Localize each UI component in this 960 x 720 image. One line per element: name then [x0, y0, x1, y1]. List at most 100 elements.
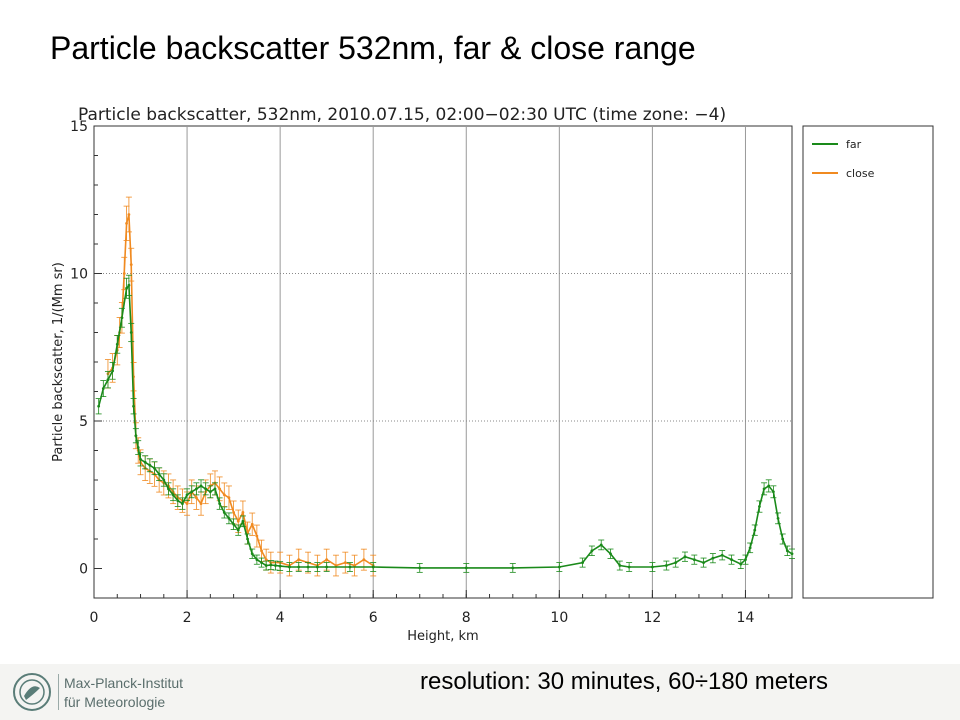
series-close — [104, 196, 377, 577]
data-point — [692, 558, 696, 562]
y-axis: 0 5 10 15 — [70, 119, 102, 599]
data-point — [274, 564, 277, 567]
data-point — [651, 565, 654, 569]
data-point — [255, 558, 259, 562]
institute-name: Max-Planck-Institut für Meteorologie — [64, 674, 183, 712]
y-tick-label: 15 — [70, 119, 88, 135]
data-point — [590, 549, 594, 553]
data-point — [511, 566, 515, 570]
data-point — [213, 487, 217, 491]
chart-title: Particle backscatter, 532nm, 2010.07.15,… — [78, 105, 726, 125]
legend-label-close: close — [846, 167, 875, 180]
data-point — [111, 369, 115, 373]
data-point — [194, 496, 198, 500]
data-point — [288, 565, 291, 569]
data-point — [278, 564, 282, 568]
legend-label-far: far — [846, 138, 862, 151]
data-point — [246, 537, 249, 541]
data-point — [790, 552, 794, 556]
data-point — [315, 565, 319, 569]
x-axis-label: Height, km — [407, 629, 478, 644]
data-point — [204, 487, 208, 491]
data-point — [122, 272, 126, 275]
data-point — [148, 463, 152, 467]
data-point — [260, 561, 263, 564]
data-point — [139, 457, 142, 461]
data-point — [627, 565, 631, 569]
legend-box — [802, 125, 934, 599]
x-axis: 0 2 4 6 8 10 12 14 — [90, 590, 793, 626]
y-tick-label: 0 — [79, 562, 88, 578]
data-point — [232, 511, 236, 514]
data-point — [250, 522, 254, 526]
x-tick-label: 2 — [183, 610, 192, 626]
data-point — [222, 511, 226, 514]
x-tick-label: 14 — [737, 610, 755, 626]
data-point — [162, 478, 166, 482]
data-point — [120, 316, 124, 320]
data-point — [618, 564, 622, 567]
data-point — [269, 563, 273, 567]
data-point — [343, 561, 347, 564]
data-point — [97, 404, 101, 408]
data-point — [753, 528, 757, 532]
data-point — [194, 487, 198, 491]
data-point — [134, 434, 138, 438]
slide-title: Particle backscatter 532nm, far & close … — [50, 30, 696, 66]
data-point — [683, 555, 687, 559]
x-tick-label: 10 — [550, 610, 568, 626]
data-point — [171, 493, 175, 497]
data-point — [115, 342, 119, 346]
data-point — [129, 263, 133, 267]
series-line-far — [97, 283, 793, 569]
data-point — [143, 460, 147, 464]
data-point — [227, 496, 231, 500]
data-point — [185, 493, 189, 497]
data-point — [785, 549, 789, 553]
data-point — [781, 537, 785, 541]
data-point — [711, 556, 715, 560]
data-point — [125, 221, 128, 225]
x-tick-label: 0 — [90, 610, 99, 626]
institute-name-line2: für Meteorologie — [64, 694, 166, 710]
data-point — [771, 490, 775, 494]
data-point — [730, 558, 733, 562]
data-point — [720, 553, 724, 557]
data-point — [348, 565, 352, 569]
data-point — [255, 534, 259, 538]
data-point — [297, 558, 301, 562]
plot-area — [93, 125, 793, 599]
data-point — [739, 562, 743, 566]
data-point — [236, 519, 240, 523]
data-point — [767, 484, 771, 488]
series-line-close — [107, 214, 374, 567]
data-point — [241, 519, 245, 523]
grid-lines — [94, 126, 792, 598]
x-tick-label: 6 — [369, 610, 378, 626]
data-point — [674, 561, 678, 564]
data-point — [208, 490, 212, 494]
data-point — [199, 502, 203, 505]
data-point — [106, 378, 110, 382]
logo-divider — [58, 674, 59, 710]
data-point — [758, 505, 761, 508]
data-point — [157, 472, 161, 476]
data-point — [218, 502, 222, 505]
data-point — [557, 565, 561, 569]
data-point — [232, 522, 236, 526]
data-point — [101, 387, 105, 390]
data-point — [264, 558, 268, 562]
data-point — [136, 446, 140, 449]
data-point — [325, 558, 329, 562]
data-point — [762, 487, 766, 491]
data-point — [181, 502, 184, 505]
data-point — [153, 466, 156, 470]
data-point — [125, 286, 128, 290]
data-point — [702, 561, 705, 564]
data-point — [199, 484, 203, 488]
data-point — [236, 528, 240, 532]
data-point — [609, 552, 612, 556]
data-point — [241, 511, 245, 514]
data-point — [776, 516, 780, 520]
data-point — [132, 404, 135, 408]
